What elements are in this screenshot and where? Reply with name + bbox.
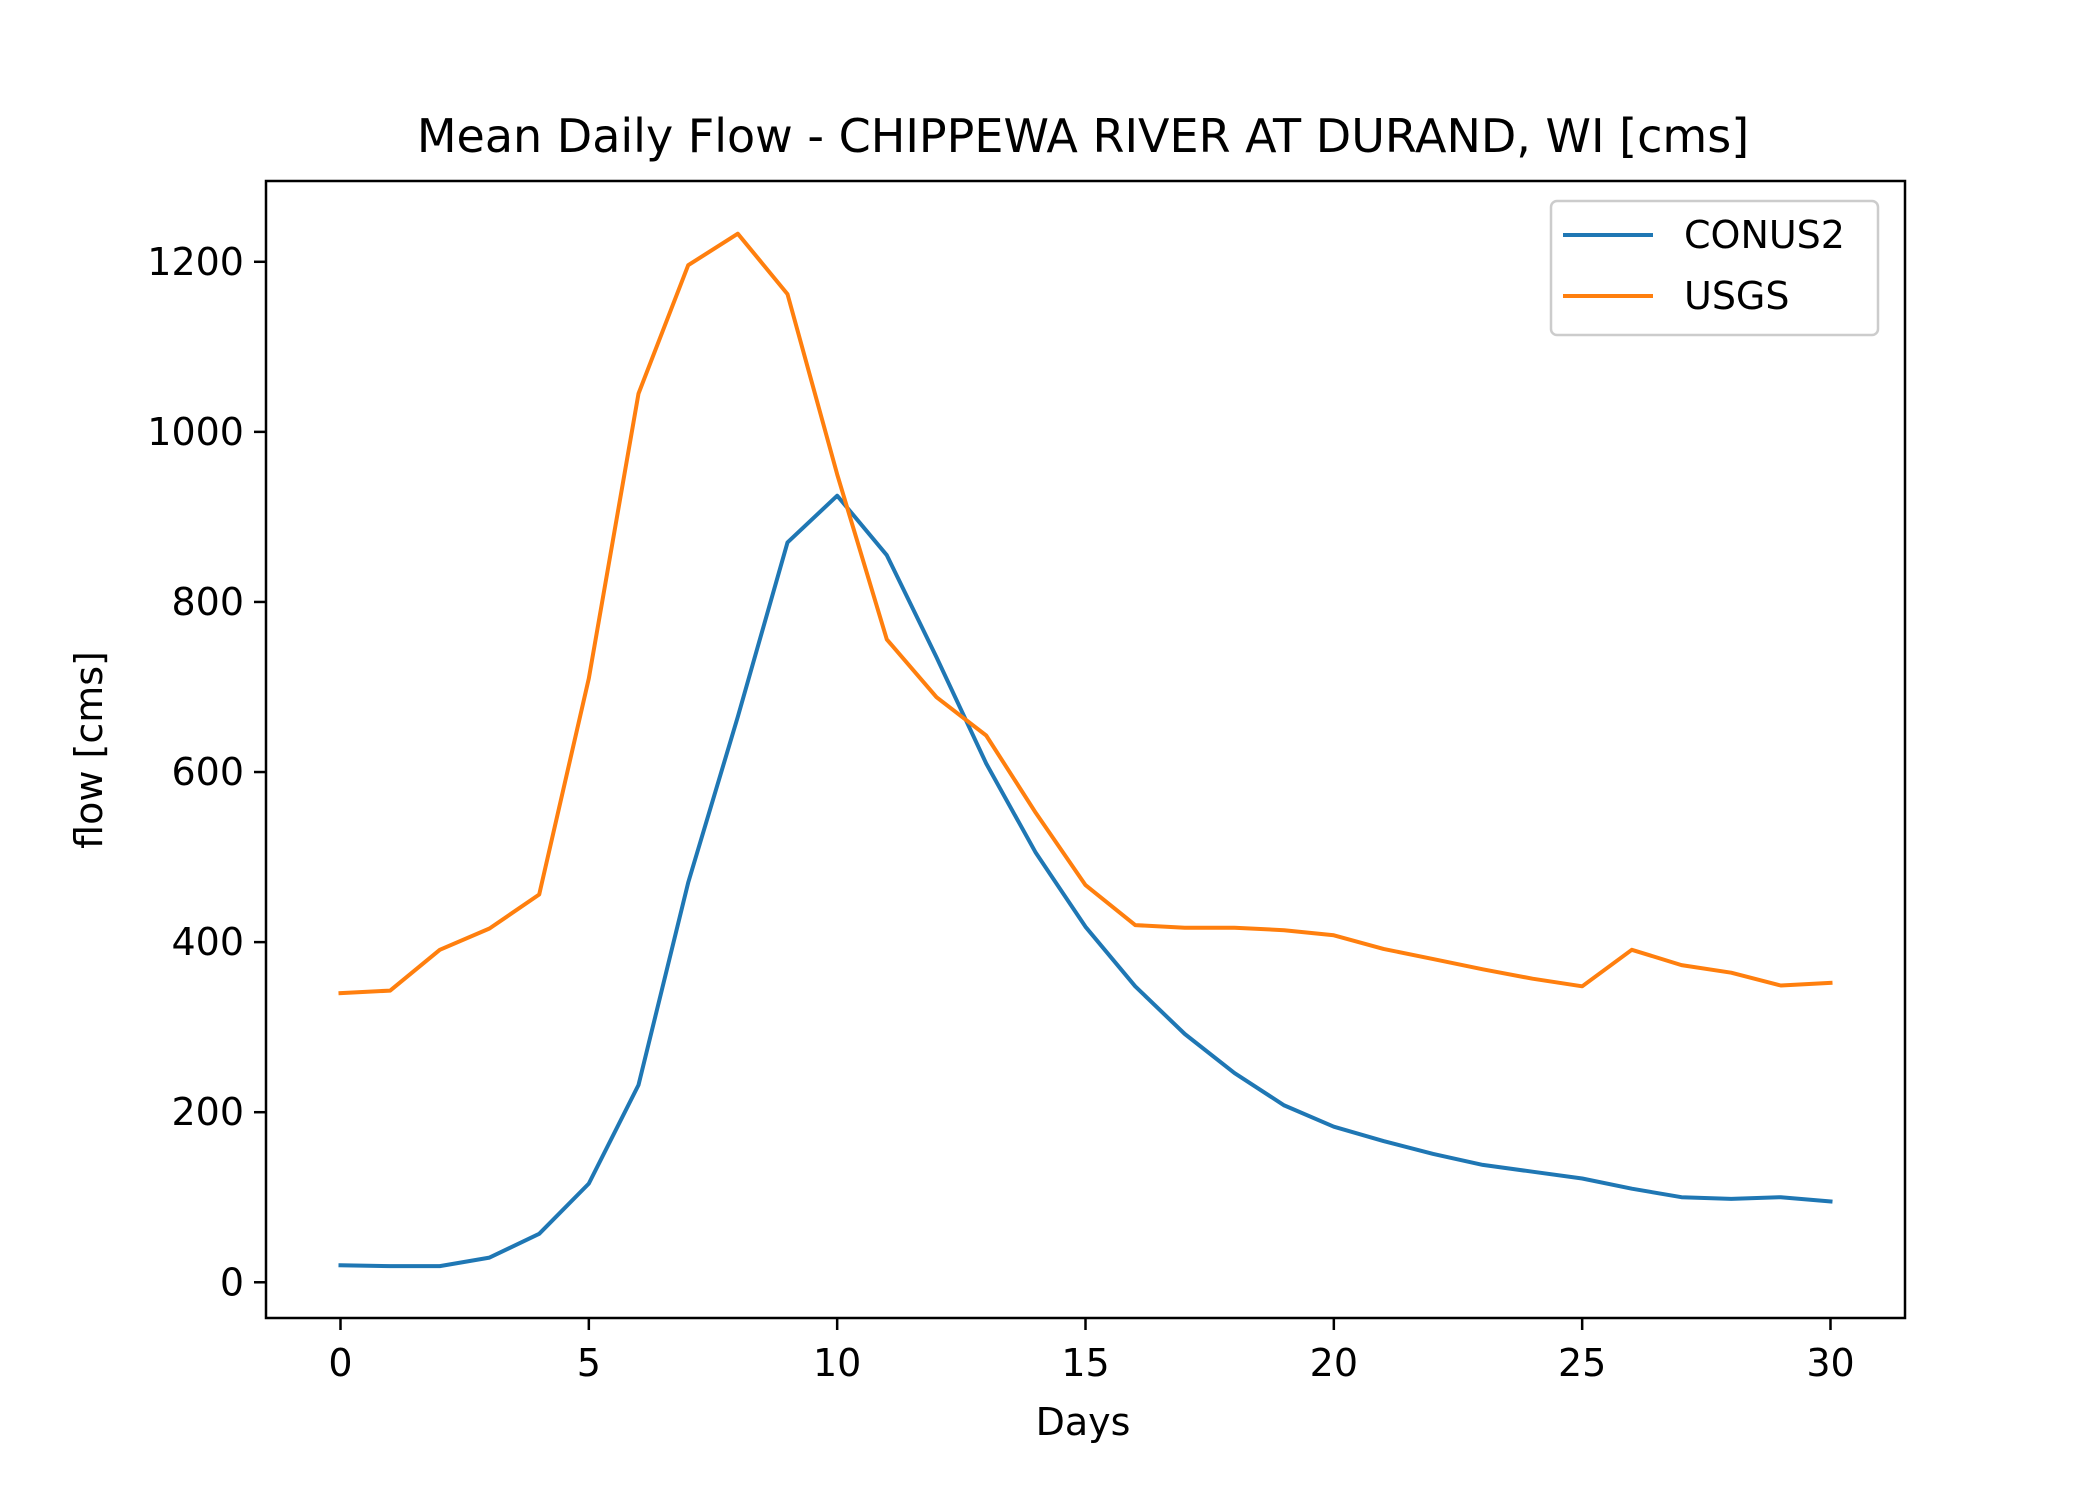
- legend: CONUS2 USGS: [1549, 199, 1880, 337]
- x-tick-label: 0: [328, 1341, 352, 1385]
- x-axis-ticks: 0 5 10 15 20 25 30: [328, 1318, 1855, 1385]
- y-tick-label: 1200: [147, 240, 244, 284]
- x-tick-label: 20: [1310, 1341, 1358, 1385]
- x-tick-label: 30: [1806, 1341, 1854, 1385]
- plot-frame: [264, 179, 1907, 1320]
- x-tick-label: 5: [577, 1341, 601, 1385]
- legend-label-conus2: CONUS2: [1684, 213, 1845, 257]
- y-axis-label: flow [cms]: [67, 651, 111, 849]
- x-tick-label: 15: [1061, 1341, 1109, 1385]
- y-axis-ticks: 0 200 400 600 800 1000 1200: [147, 240, 266, 1304]
- y-tick-label: 1000: [147, 410, 244, 454]
- chart-title: Mean Daily Flow - CHIPPEWA RIVER AT DURA…: [417, 109, 1749, 163]
- y-tick-label: 200: [171, 1090, 244, 1134]
- series-line-conus2: [338, 493, 1833, 1269]
- legend-label-usgs: USGS: [1684, 274, 1790, 318]
- y-tick-label: 0: [220, 1260, 244, 1304]
- plot-area: [338, 231, 1833, 1269]
- x-tick-label: 10: [813, 1341, 861, 1385]
- y-tick-label: 800: [171, 580, 244, 624]
- y-tick-label: 600: [171, 750, 244, 794]
- series-line-usgs: [338, 231, 1833, 996]
- y-tick-label: 400: [171, 920, 244, 964]
- x-axis-label: Days: [1036, 1400, 1131, 1444]
- x-tick-label: 25: [1558, 1341, 1606, 1385]
